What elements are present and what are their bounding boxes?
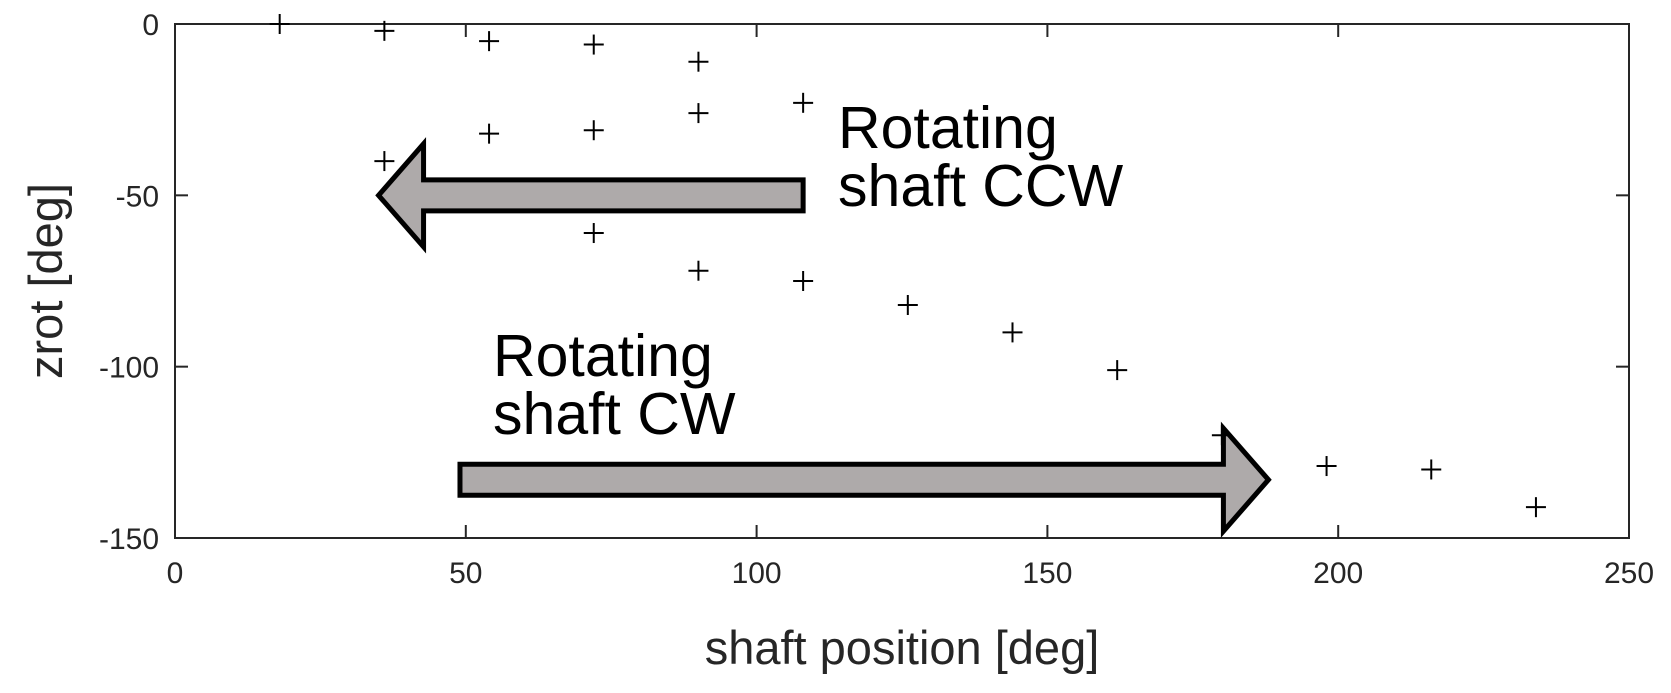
y-tick-label: 0 [142, 9, 159, 42]
data-point [583, 34, 604, 55]
data-point [1107, 360, 1128, 381]
data-point [1002, 322, 1023, 343]
data-point [688, 103, 709, 124]
y-tick-label: -50 [116, 180, 159, 213]
data-point [897, 294, 918, 315]
arrow-left-ccw [375, 137, 806, 254]
data-point [1211, 425, 1232, 446]
axes-group [174, 23, 1630, 539]
plot-area [175, 24, 1629, 538]
x-tick-label: 150 [1022, 557, 1072, 590]
annotation-line: Rotating [493, 323, 713, 389]
x-tick-label: 100 [732, 557, 782, 590]
y-tick-label: -150 [99, 523, 159, 556]
annotation-line: Rotating [838, 95, 1058, 161]
data-point [479, 31, 500, 52]
y-axis-label: zrot [deg] [19, 183, 72, 379]
data-point [374, 20, 395, 41]
data-point [1421, 459, 1442, 480]
axes-box [174, 23, 1630, 539]
data-point [583, 120, 604, 141]
arrow-right-cw [457, 421, 1272, 538]
data-point [374, 151, 395, 172]
x-axis-label: shaft position [deg] [705, 621, 1100, 674]
data-point [793, 92, 814, 113]
data-point [1316, 456, 1337, 477]
data-point [688, 51, 709, 72]
x-tick-label: 0 [167, 557, 184, 590]
data-points-group [269, 14, 1546, 518]
x-tick-label: 200 [1313, 557, 1363, 590]
arrows-group [375, 137, 1272, 538]
x-tick-label: 50 [449, 557, 482, 590]
data-point [688, 260, 709, 281]
ticks-group: 0 50 100 150 200 250 0 -50 -100 -150 [99, 9, 1654, 590]
data-point [269, 14, 290, 34]
annotation-line: shaft CCW [838, 153, 1124, 219]
x-tick-label: 250 [1604, 557, 1654, 590]
data-point [1525, 497, 1546, 518]
y-tick-label: -100 [99, 352, 159, 385]
data-point [583, 223, 604, 244]
data-point [479, 123, 500, 144]
annotation-line: shaft CW [493, 381, 736, 447]
data-point [793, 271, 814, 291]
